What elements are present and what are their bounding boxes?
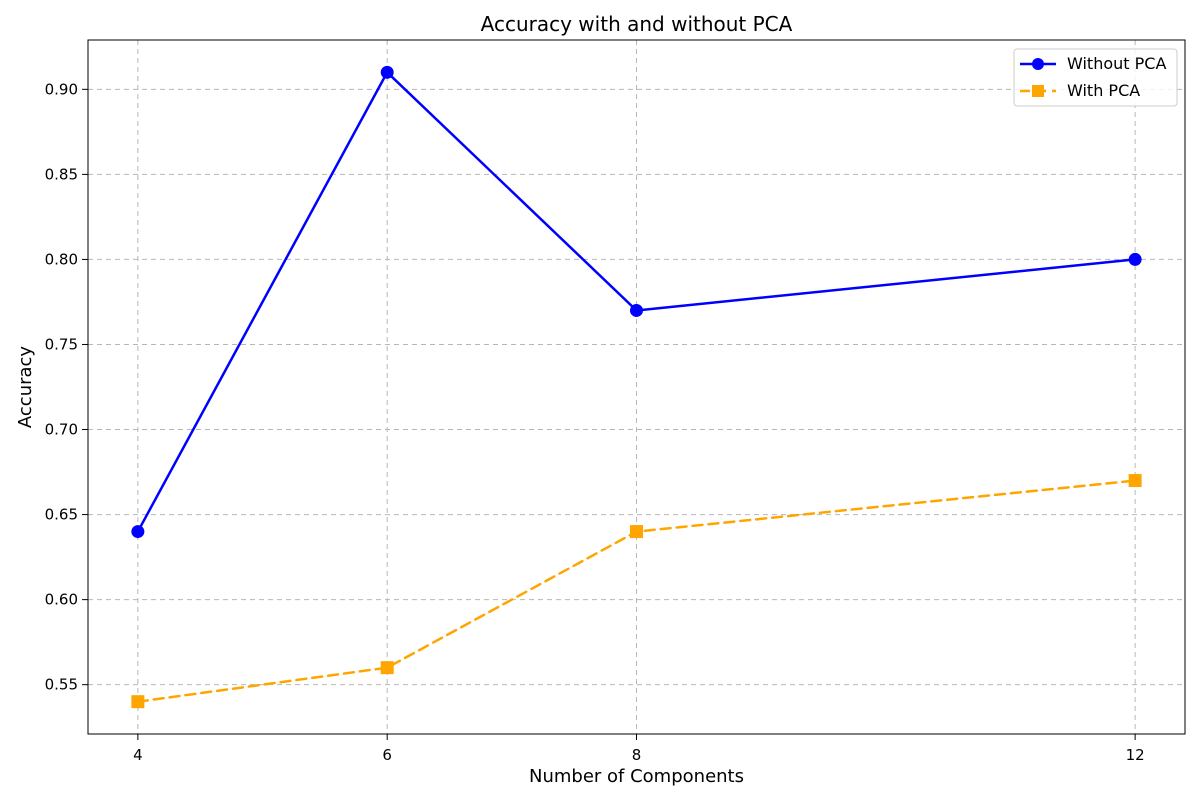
x-tick-label: 8 — [632, 746, 642, 764]
x-tick-label: 6 — [382, 746, 392, 764]
without-pca-point — [1128, 252, 1142, 266]
axes-layer: 4 6 8 12 0.55 0.60 0.65 0.70 0.75 0.80 0.85 0.90 — [45, 39, 1186, 764]
legend-label-without-pca: Without PCA — [1067, 54, 1166, 73]
legend: Without PCA With PCA — [1013, 48, 1178, 107]
grid-layer — [88, 40, 1185, 734]
legend-marker-without-pca — [1032, 58, 1044, 70]
chart-title: Accuracy with and without PCA — [481, 12, 793, 36]
x-axis-label: Number of Components — [529, 766, 744, 787]
y-tick-label: 0.85 — [45, 165, 78, 183]
y-tick-label: 0.90 — [45, 80, 78, 98]
x-tick-label: 4 — [133, 746, 143, 764]
series-layer — [131, 65, 1142, 709]
y-tick-label: 0.60 — [45, 591, 78, 609]
with-pca-point — [131, 695, 145, 709]
without-pca-point — [380, 65, 394, 79]
with-pca-point — [630, 525, 643, 539]
with-pca-point — [380, 661, 394, 675]
y-tick-label: 0.70 — [45, 421, 78, 439]
y-tick-label: 0.55 — [45, 676, 78, 694]
without-pca-point — [131, 525, 145, 539]
y-tick-label: 0.75 — [45, 335, 78, 353]
with-pca-line — [136, 479, 1137, 703]
legend-label-with-pca: With PCA — [1067, 81, 1140, 100]
with-pca-point — [1128, 474, 1142, 488]
y-tick-label: 0.65 — [45, 506, 78, 524]
y-tick-label: 0.80 — [45, 250, 78, 268]
without-pca-point — [630, 303, 643, 317]
without-pca-line — [136, 71, 1137, 533]
y-axis-label: Accuracy — [15, 346, 36, 429]
x-tick-label: 12 — [1126, 746, 1145, 764]
legend-marker-with-pca — [1032, 85, 1044, 97]
